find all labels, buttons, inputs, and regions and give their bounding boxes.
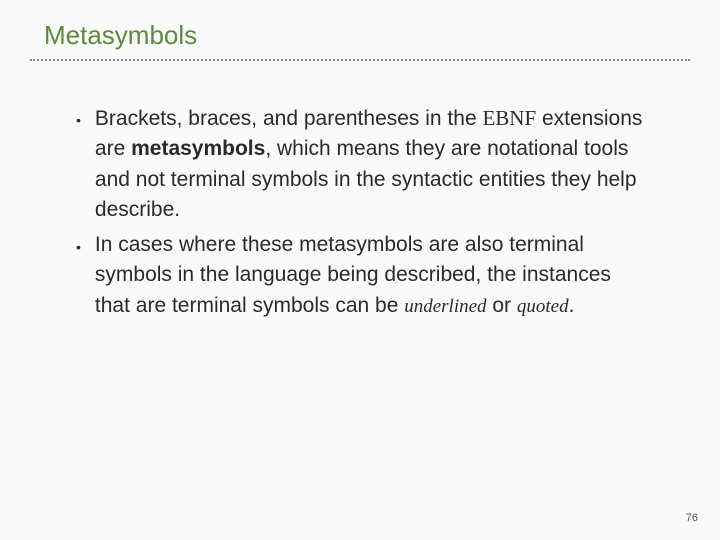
bullet-item: • In cases where these metasymbols are a… xyxy=(76,230,650,321)
text-segment: Brackets, braces, and parentheses in the xyxy=(95,107,483,130)
bullet-text: Brackets, braces, and parentheses in the… xyxy=(95,103,650,226)
bullet-text: In cases where these metasymbols are als… xyxy=(95,230,650,321)
page-number: 76 xyxy=(686,512,698,524)
ebnf-term: EBNF xyxy=(482,106,536,130)
slide-content: • Brackets, braces, and parentheses in t… xyxy=(40,103,680,321)
bullet-marker: • xyxy=(76,112,81,128)
italic-term: quoted xyxy=(517,296,569,317)
title-divider xyxy=(30,59,690,61)
slide-container: Metasymbols • Brackets, braces, and pare… xyxy=(0,0,720,540)
text-segment: or xyxy=(487,294,517,317)
bold-term: metasymbols xyxy=(131,137,265,160)
italic-term: underlined xyxy=(404,296,486,317)
slide-title: Metasymbols xyxy=(44,20,680,51)
bullet-marker: • xyxy=(76,239,81,255)
bullet-item: • Brackets, braces, and parentheses in t… xyxy=(76,103,650,226)
text-segment: . xyxy=(569,294,575,317)
